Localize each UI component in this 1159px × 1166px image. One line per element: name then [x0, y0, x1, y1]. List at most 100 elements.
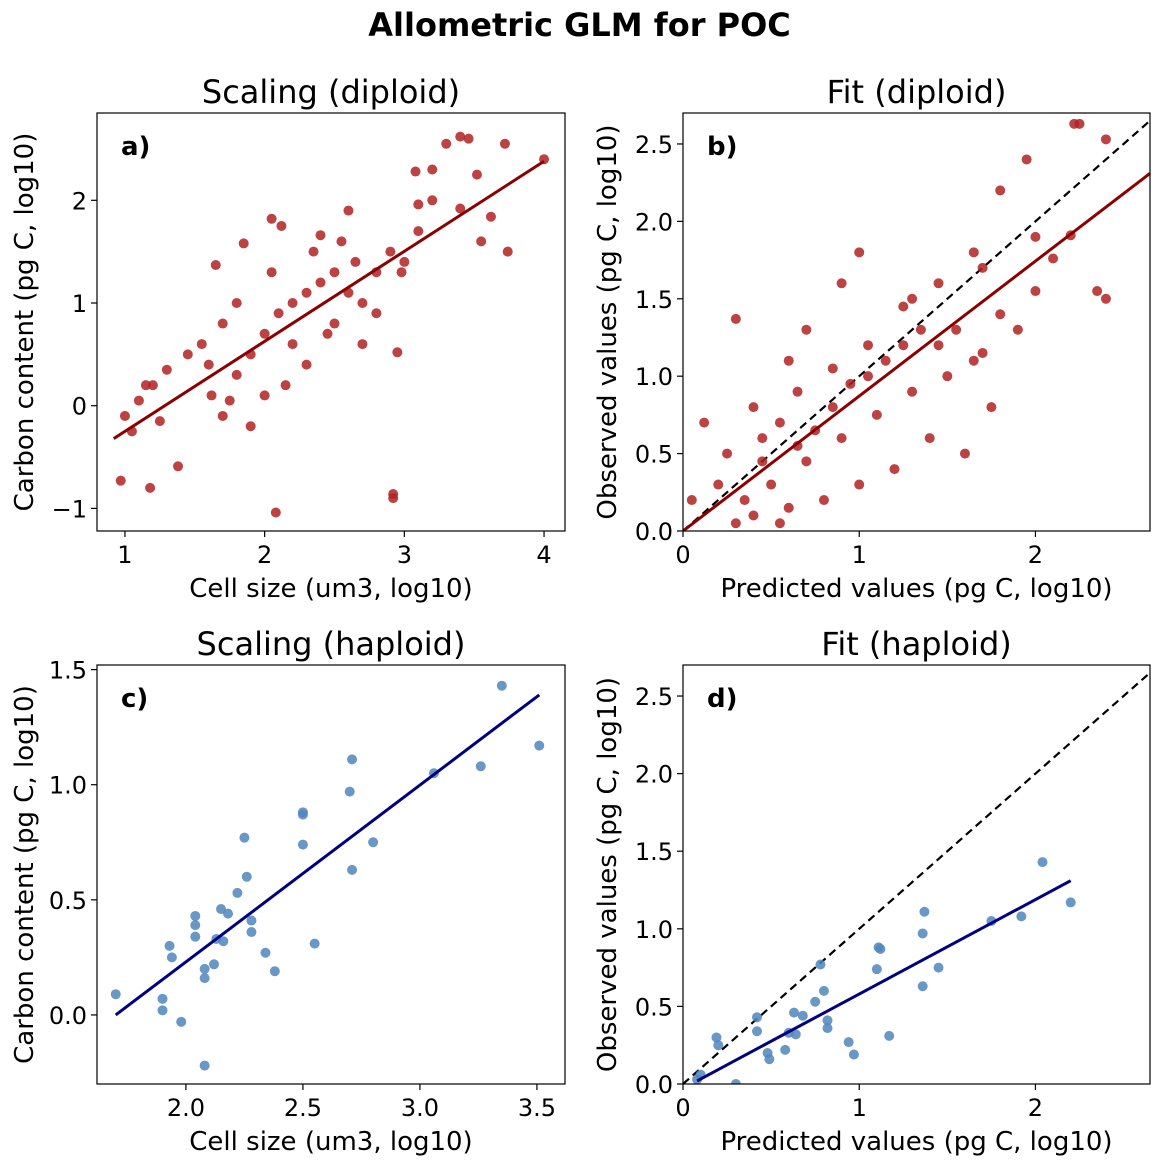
data-point: [959, 448, 970, 459]
data-point: [297, 809, 308, 820]
data-point: [1030, 231, 1041, 242]
data-point: [455, 203, 466, 214]
data-point: [157, 1005, 168, 1016]
data-point: [476, 236, 487, 247]
data-point: [739, 495, 750, 506]
data-point: [730, 1079, 741, 1084]
y-tick-label: 0.5: [635, 993, 673, 1021]
data-point: [209, 959, 219, 970]
panel-title: Scaling (haploid): [197, 625, 466, 663]
data-point: [266, 213, 277, 224]
data-point: [232, 887, 243, 898]
data-point: [427, 164, 438, 175]
data-point: [329, 267, 340, 278]
data-point: [730, 313, 741, 324]
y-tick-label: 0.5: [49, 887, 87, 915]
data-point: [801, 324, 812, 335]
data-point: [789, 1007, 800, 1018]
y-axis-label: Observed values (pg C, log10): [593, 124, 623, 519]
data-point: [224, 395, 235, 406]
data-point: [241, 871, 252, 882]
data-point: [260, 947, 271, 958]
data-point: [301, 359, 312, 370]
data-point: [308, 246, 319, 257]
data-point: [199, 963, 210, 974]
y-tick-label: 0.0: [635, 1071, 673, 1099]
data-point: [173, 461, 184, 472]
y-tick-label: 1.0: [635, 363, 673, 391]
data-point: [206, 390, 217, 401]
data-point: [357, 298, 368, 308]
y-tick-label: 0.0: [635, 518, 673, 546]
data-point: [1021, 154, 1032, 165]
data-point: [827, 363, 838, 374]
data-point: [347, 864, 358, 875]
data-point: [368, 837, 379, 848]
data-point: [1074, 118, 1085, 129]
x-tick-label: 2: [1028, 1094, 1043, 1122]
data-point: [766, 479, 777, 490]
data-point: [276, 220, 287, 231]
data-point: [413, 199, 424, 210]
data-point: [845, 378, 856, 389]
data-point: [986, 402, 997, 413]
x-tick-label: 1: [852, 1094, 867, 1122]
x-tick-label: 3.5: [518, 1094, 556, 1122]
y-tick-label: 2.5: [635, 683, 673, 711]
data-point: [475, 761, 486, 772]
y-tick-label: 1.0: [635, 916, 673, 944]
data-point: [343, 205, 354, 216]
panel-d: 0 1 2 0.0 0.5 1.0 1.5 2.0 2.5 Fit (haploid) d) Pred…: [593, 625, 1151, 1157]
data-point: [115, 475, 126, 486]
data-point: [270, 507, 281, 518]
data-point: [848, 1049, 859, 1060]
data-point: [815, 959, 826, 970]
y-tick-label: 2.0: [635, 208, 673, 236]
data-point: [485, 211, 496, 222]
data-point: [147, 380, 158, 391]
data-point: [951, 324, 962, 335]
data-point: [297, 839, 308, 850]
data-point: [917, 981, 928, 992]
panel-label: c): [121, 684, 148, 714]
data-point: [329, 318, 340, 329]
data-point: [499, 138, 510, 149]
data-point: [463, 133, 474, 144]
x-tick-label: 2.5: [284, 1094, 322, 1122]
y-tick-label: 0: [72, 393, 87, 421]
plot-area: [110, 680, 545, 1071]
data-point: [357, 339, 368, 350]
x-axis-label: Predicted values (pg C, log10): [720, 574, 1112, 604]
data-point: [792, 386, 803, 397]
data-point: [190, 910, 201, 921]
data-point: [199, 1060, 210, 1071]
data-point: [427, 195, 438, 206]
y-tick-label: 2.0: [635, 761, 673, 789]
y-tick-label: 1.5: [49, 657, 87, 685]
data-point: [843, 1037, 854, 1048]
data-point: [266, 267, 277, 278]
panel-label: a): [121, 132, 150, 162]
x-axis-label: Predicted values (pg C, log10): [720, 1127, 1112, 1157]
data-point: [907, 386, 918, 397]
x-tick-label: 2: [1028, 541, 1043, 569]
data-point: [968, 247, 979, 258]
data-point: [774, 518, 785, 529]
panel-title: Fit (diploid): [827, 73, 1007, 111]
data-point: [157, 993, 168, 1004]
data-point: [1100, 134, 1111, 145]
data-point: [315, 277, 326, 288]
data-point: [231, 298, 242, 308]
panel-title: Fit (haploid): [821, 625, 1012, 663]
data-point: [783, 355, 794, 366]
data-point: [217, 410, 228, 421]
x-tick-label: 1: [117, 541, 132, 569]
data-point: [287, 298, 298, 308]
data-point: [455, 131, 466, 142]
data-point: [176, 1016, 187, 1027]
data-point: [350, 256, 361, 267]
x-tick-label: 1: [852, 541, 867, 569]
x-tick-label: 3: [397, 541, 412, 569]
data-point: [713, 1040, 724, 1051]
panel-label: b): [707, 132, 738, 162]
